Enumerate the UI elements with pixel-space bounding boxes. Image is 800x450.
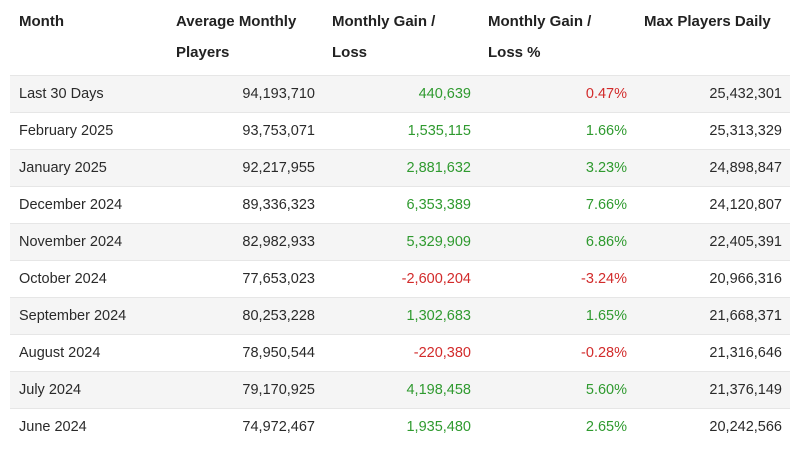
header-max-players-daily: Max Players Daily: [644, 13, 771, 30]
cell-average-monthly-players: 78,950,544: [167, 334, 323, 372]
table-header: Month Average Monthly Players Monthly Gai…: [10, 4, 790, 76]
cell-monthly-gain-loss: 1,935,480: [323, 408, 479, 446]
cell-max-players-daily: 22,405,391: [635, 223, 790, 261]
cell-month: February 2025: [10, 112, 167, 150]
table-row: September 2024 80,253,228 1,302,683 1.65% 21…: [10, 297, 790, 335]
cell-average-monthly-players: 82,982,933: [167, 223, 323, 261]
cell-monthly-gain-loss-percent: 1.65%: [479, 297, 635, 335]
cell-monthly-gain-loss-percent: 0.47%: [479, 75, 635, 113]
cell-monthly-gain-loss: 6,353,389: [323, 186, 479, 224]
cell-average-monthly-players: 93,753,071: [167, 112, 323, 150]
header-month: Month: [19, 13, 64, 30]
player-stats-table: Month Average Monthly Players Monthly Gai…: [10, 4, 790, 446]
table-row: June 2024 74,972,467 1,935,480 2.65% 20,242,…: [10, 408, 790, 446]
header-monthly-gain-loss: Monthly Gain / Loss: [332, 13, 436, 61]
cell-monthly-gain-loss: 2,881,632: [323, 149, 479, 187]
table-row: November 2024 82,982,933 5,329,909 6.86% 22,…: [10, 223, 790, 261]
cell-max-players-daily: 21,668,371: [635, 297, 790, 335]
player-stats-table-container: Month Average Monthly Players Monthly Gai…: [10, 4, 790, 446]
cell-monthly-gain-loss: 5,329,909: [323, 223, 479, 261]
cell-monthly-gain-loss: 1,302,683: [323, 297, 479, 335]
cell-monthly-gain-loss-percent: 6.86%: [479, 223, 635, 261]
cell-average-monthly-players: 89,336,323: [167, 186, 323, 224]
cell-monthly-gain-loss-percent: 7.66%: [479, 186, 635, 224]
table-row: October 2024 77,653,023 -2,600,204 -3.24% 20…: [10, 260, 790, 298]
table-row: July 2024 79,170,925 4,198,458 5.60% 21,376,…: [10, 371, 790, 409]
cell-month: November 2024: [10, 223, 167, 261]
cell-monthly-gain-loss-percent: -3.24%: [479, 260, 635, 298]
table-row: February 2025 93,753,071 1,535,115 1.66% 25,…: [10, 112, 790, 150]
cell-month: October 2024: [10, 260, 167, 298]
cell-monthly-gain-loss: 4,198,458: [323, 371, 479, 409]
cell-average-monthly-players: 92,217,955: [167, 149, 323, 187]
cell-month: January 2025: [10, 149, 167, 187]
cell-monthly-gain-loss-percent: 5.60%: [479, 371, 635, 409]
cell-max-players-daily: 24,898,847: [635, 149, 790, 187]
header-row: Month Average Monthly Players Monthly Gai…: [10, 4, 790, 76]
cell-max-players-daily: 20,966,316: [635, 260, 790, 298]
header-monthly-gain-loss-percent: Monthly Gain / Loss %: [488, 13, 592, 61]
cell-monthly-gain-loss-percent: 2.65%: [479, 408, 635, 446]
cell-monthly-gain-loss: -2,600,204: [323, 260, 479, 298]
cell-max-players-daily: 24,120,807: [635, 186, 790, 224]
cell-monthly-gain-loss-percent: 3.23%: [479, 149, 635, 187]
cell-monthly-gain-loss: 440,639: [323, 75, 479, 113]
cell-average-monthly-players: 94,193,710: [167, 75, 323, 113]
cell-max-players-daily: 21,376,149: [635, 371, 790, 409]
cell-monthly-gain-loss: -220,380: [323, 334, 479, 372]
cell-monthly-gain-loss-percent: -0.28%: [479, 334, 635, 372]
table-row: Last 30 Days 94,193,710 440,639 0.47% 25,432…: [10, 75, 790, 113]
cell-average-monthly-players: 79,170,925: [167, 371, 323, 409]
cell-average-monthly-players: 77,653,023: [167, 260, 323, 298]
cell-average-monthly-players: 74,972,467: [167, 408, 323, 446]
cell-max-players-daily: 21,316,646: [635, 334, 790, 372]
cell-max-players-daily: 20,242,566: [635, 408, 790, 446]
table-row: August 2024 78,950,544 -220,380 -0.28% 21,31…: [10, 334, 790, 372]
cell-month: August 2024: [10, 334, 167, 372]
header-average-monthly-players: Average Monthly Players: [176, 13, 297, 61]
table-row: January 2025 92,217,955 2,881,632 3.23% 24,8…: [10, 149, 790, 187]
cell-monthly-gain-loss: 1,535,115: [323, 112, 479, 150]
cell-max-players-daily: 25,313,329: [635, 112, 790, 150]
cell-month: July 2024: [10, 371, 167, 409]
cell-average-monthly-players: 80,253,228: [167, 297, 323, 335]
table-row: December 2024 89,336,323 6,353,389 7.66% 24,…: [10, 186, 790, 224]
cell-month: June 2024: [10, 408, 167, 446]
cell-max-players-daily: 25,432,301: [635, 75, 790, 113]
cell-month: September 2024: [10, 297, 167, 335]
cell-month: December 2024: [10, 186, 167, 224]
table-body: Last 30 Days 94,193,710 440,639 0.47% 25,432…: [10, 75, 790, 446]
cell-monthly-gain-loss-percent: 1.66%: [479, 112, 635, 150]
cell-month: Last 30 Days: [10, 75, 167, 113]
